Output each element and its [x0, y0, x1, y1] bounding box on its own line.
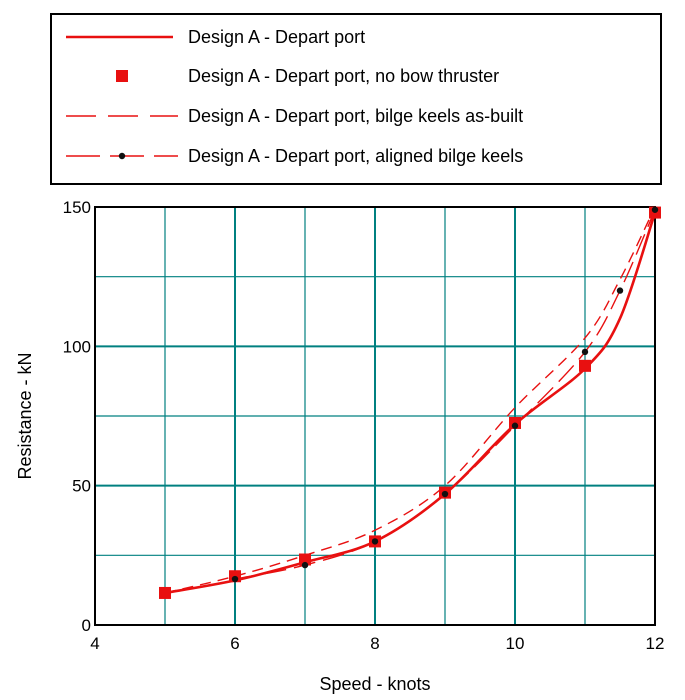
- legend: Design A - Depart port Design A - Depart …: [50, 13, 662, 185]
- legend-item: Design A - Depart port, no bow thruster: [116, 66, 499, 86]
- series-line: [164, 212, 657, 595]
- y-axis-title: Resistance - kN: [15, 352, 35, 479]
- y-tick-label: 0: [82, 616, 91, 635]
- legend-item: Design A - Depart port: [66, 27, 365, 47]
- legend-label: Design A - Depart port, aligned bilge ke…: [188, 146, 523, 166]
- tick-labels: 4 6 8 10 12 0 50 100 150: [63, 198, 665, 653]
- legend-box: [50, 13, 662, 185]
- y-tick-label: 150: [63, 198, 91, 217]
- data-point-dot: [231, 575, 239, 583]
- data-point-square: [299, 553, 311, 566]
- data-point-dot: [651, 206, 659, 213]
- series-4: [231, 206, 659, 583]
- data-point-dot: [301, 561, 309, 569]
- x-axis-title: Speed - knots: [319, 674, 430, 694]
- plot-frame: [94, 206, 656, 626]
- y-tick-label: 50: [72, 477, 91, 496]
- x-tick-label: 6: [230, 634, 239, 653]
- data-point-dot: [581, 348, 589, 356]
- data-point-dot: [441, 490, 449, 498]
- series-3: [164, 206, 656, 594]
- series-line: [234, 209, 656, 580]
- legend-item: Design A - Depart port, bilge keels as-b…: [66, 106, 523, 126]
- x-tick-label: 12: [646, 634, 665, 653]
- series-line: [164, 206, 656, 594]
- data-point-dot: [616, 287, 624, 294]
- legend-label: Design A - Depart port, no bow thruster: [188, 66, 499, 86]
- x-tick-label: 10: [506, 634, 525, 653]
- plot-border: [94, 206, 656, 626]
- x-tick-label: 8: [370, 634, 379, 653]
- series-1: [164, 212, 657, 595]
- data-point-dot: [511, 422, 519, 429]
- legend-item: Design A - Depart port, aligned bilge ke…: [66, 146, 523, 166]
- legend-swatch-square: [116, 70, 128, 82]
- legend-swatch-dot: [118, 152, 126, 160]
- data-point-square: [579, 359, 591, 372]
- legend-label: Design A - Depart port, bilge keels as-b…: [188, 106, 523, 126]
- data-point-dot: [371, 538, 379, 545]
- y-tick-label: 100: [63, 337, 91, 356]
- legend-label: Design A - Depart port: [188, 27, 365, 47]
- grid: [94, 206, 656, 626]
- series-layer: [159, 206, 661, 599]
- x-tick-label: 4: [90, 634, 99, 653]
